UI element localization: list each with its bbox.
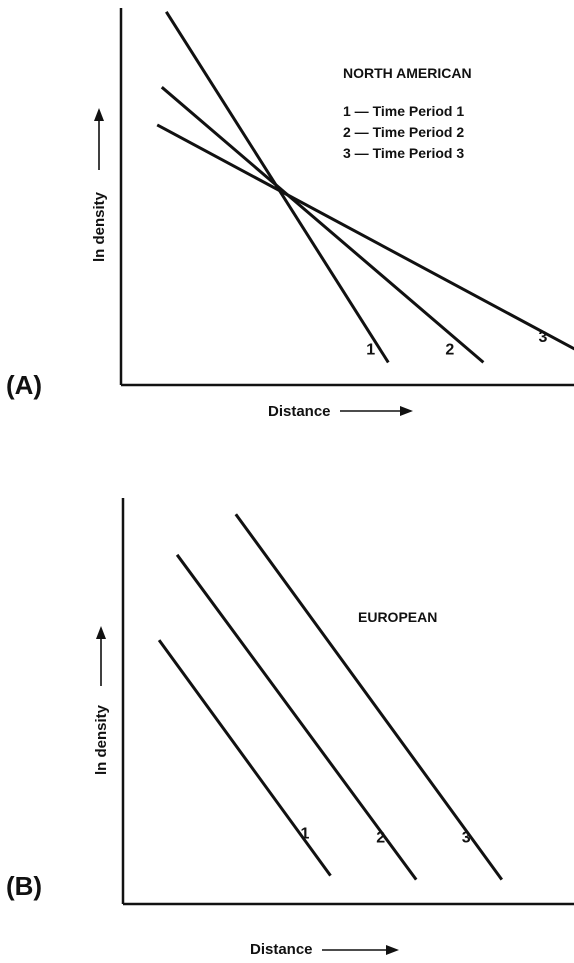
y-axis-arrowhead-b — [96, 626, 106, 639]
series-3-line-a — [156, 123, 574, 351]
series-3-label-b: 3 — [462, 830, 471, 847]
legend-entry-2-a: 2 — Time Period 2 — [343, 124, 464, 140]
chart-title-b: EUROPEAN — [358, 609, 437, 625]
x-axis-arrowhead-b — [386, 945, 399, 955]
series-2-label-a: 2 — [445, 341, 454, 358]
series-3-line-b — [234, 513, 504, 881]
panel-label-a: (A) — [6, 370, 42, 400]
panel-a: (A) NORTH AMERICAN 1 — Time Period 1 2 —… — [6, 8, 574, 420]
series-group-a: 1 2 3 — [156, 10, 574, 364]
x-axis-label-a: Distance — [268, 403, 331, 420]
series-2-label-b: 2 — [376, 830, 385, 847]
series-1-line-b — [157, 639, 332, 877]
panel-label-b: (B) — [6, 871, 42, 901]
x-axis-label-b: Distance — [250, 941, 313, 958]
series-2-line-a — [160, 86, 485, 364]
legend-entry-1-a: 1 — Time Period 1 — [343, 103, 464, 119]
series-2-line-b — [175, 553, 418, 881]
panel-b: (B) EUROPEAN Distance ln density 1 2 3 — [6, 498, 574, 958]
series-group-b: 1 2 3 — [157, 513, 504, 881]
y-axis-arrowhead-a — [94, 108, 104, 121]
series-1-label-a: 1 — [366, 341, 375, 358]
y-axis-label-a: ln density — [91, 191, 108, 262]
y-axis-label-b: ln density — [93, 704, 110, 775]
x-axis-arrowhead-a — [400, 406, 413, 416]
series-3-label-a: 3 — [539, 329, 548, 346]
series-1-label-b: 1 — [301, 826, 310, 843]
legend-entry-3-a: 3 — Time Period 3 — [343, 145, 464, 161]
chart-title-a: NORTH AMERICAN — [343, 65, 472, 81]
